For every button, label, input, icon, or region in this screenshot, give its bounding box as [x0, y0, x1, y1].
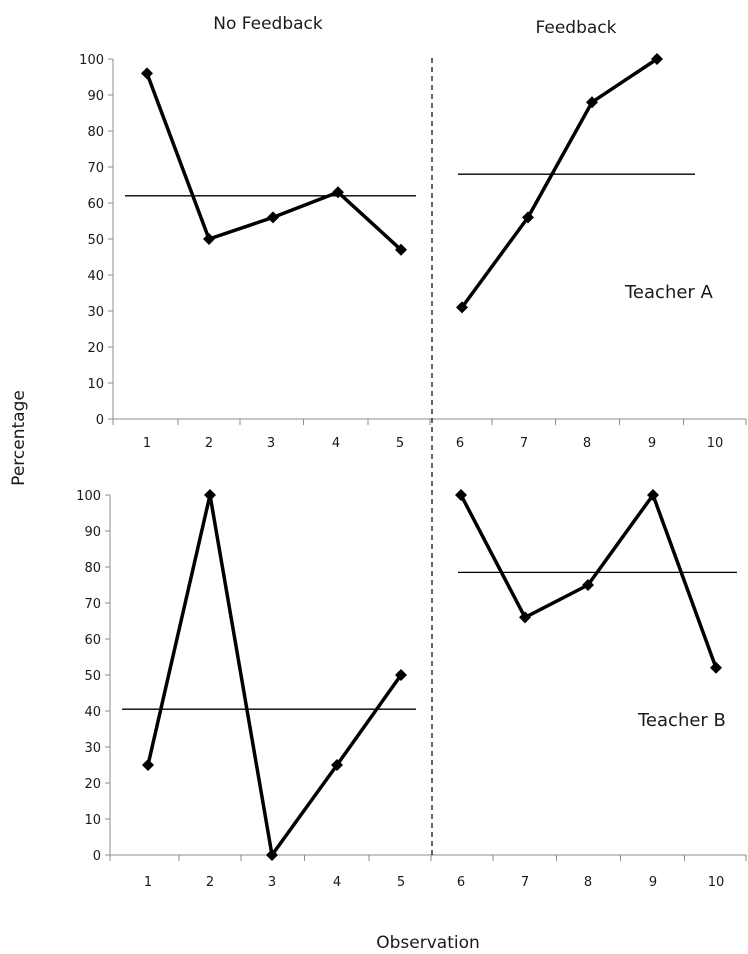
x-tick-label: 3	[267, 436, 275, 451]
phase-label-no-feedback: No Feedback	[213, 14, 323, 34]
data-point	[651, 53, 663, 65]
y-tick-label: 40	[84, 705, 101, 720]
y-tick-label: 100	[79, 53, 104, 68]
y-tick-label: 80	[87, 125, 104, 140]
x-tick-label: 6	[456, 436, 464, 451]
x-tick-label: 4	[333, 875, 341, 890]
phase-label-feedback: Feedback	[536, 18, 617, 38]
x-tick-label: 8	[583, 436, 591, 451]
y-tick-label: 50	[84, 669, 101, 684]
y-tick-label: 60	[84, 633, 101, 648]
panel-label: Teacher A	[624, 282, 714, 303]
x-tick-label: 8	[584, 875, 592, 890]
y-tick-label: 30	[87, 305, 104, 320]
data-point	[203, 233, 215, 245]
x-tick-label: 7	[520, 436, 528, 451]
panel-label: Teacher B	[637, 710, 726, 731]
series-line-no-feedback	[146, 493, 403, 857]
x-tick-label: 9	[648, 436, 656, 451]
y-tick-label: 20	[84, 777, 101, 792]
x-tick-label: 10	[707, 436, 724, 451]
y-tick-label: 90	[84, 525, 101, 540]
x-tick-label: 9	[649, 875, 657, 890]
x-tick-label: 7	[521, 875, 529, 890]
series-line-feedback	[460, 57, 658, 309]
data-point	[519, 611, 531, 624]
x-tick-label: 3	[268, 875, 276, 890]
data-point	[395, 243, 407, 256]
x-tick-label: 2	[206, 875, 214, 890]
data-point	[332, 186, 344, 199]
data-point	[395, 669, 407, 681]
x-tick-label: 4	[332, 436, 340, 451]
data-point	[582, 579, 594, 591]
y-tick-label: 60	[87, 197, 104, 212]
y-axis-label: Percentage	[9, 390, 29, 486]
x-tick-label: 1	[143, 436, 151, 451]
y-tick-label: 100	[76, 489, 101, 504]
data-point	[710, 661, 722, 674]
data-point	[522, 211, 534, 224]
x-axis-label: Observation	[376, 933, 480, 953]
x-tick-label: 1	[144, 875, 152, 890]
data-point	[456, 301, 468, 314]
y-tick-label: 10	[84, 813, 101, 828]
data-point	[266, 849, 278, 861]
data-point	[331, 759, 343, 771]
y-tick-label: 0	[96, 413, 104, 428]
x-tick-label: 10	[708, 875, 725, 890]
y-tick-label: 70	[84, 597, 101, 612]
data-point	[141, 67, 153, 80]
x-tick-label: 6	[457, 875, 465, 890]
panel-1: 0 10 20 30 40 50 60 70 80 90 100 1 2 3 4 5 6 7 8 9 10 Teacher…	[79, 53, 747, 451]
panel-2: 0 10 20 30 40 50 60 70 80 90 100 1 2 3 4 5 6 7 8 9 10 Teacher…	[76, 489, 747, 890]
y-tick-label: 0	[93, 849, 101, 864]
data-point	[647, 489, 659, 501]
y-tick-label: 70	[87, 161, 104, 176]
x-tick-label: 5	[397, 875, 405, 890]
x-tick-label: 5	[396, 436, 404, 451]
data-point	[204, 489, 216, 501]
x-tick-label: 2	[205, 436, 213, 451]
y-tick-label: 20	[87, 341, 104, 356]
y-tick-label: 80	[84, 561, 101, 576]
y-tick-label: 10	[87, 377, 104, 392]
y-tick-label: 50	[87, 233, 104, 248]
data-point	[142, 759, 154, 771]
y-tick-label: 40	[87, 269, 104, 284]
y-tick-label: 90	[87, 89, 104, 104]
data-point	[586, 96, 598, 109]
data-point	[455, 489, 467, 501]
data-point	[267, 211, 279, 224]
series-line-no-feedback	[145, 72, 403, 252]
y-tick-label: 30	[84, 741, 101, 756]
